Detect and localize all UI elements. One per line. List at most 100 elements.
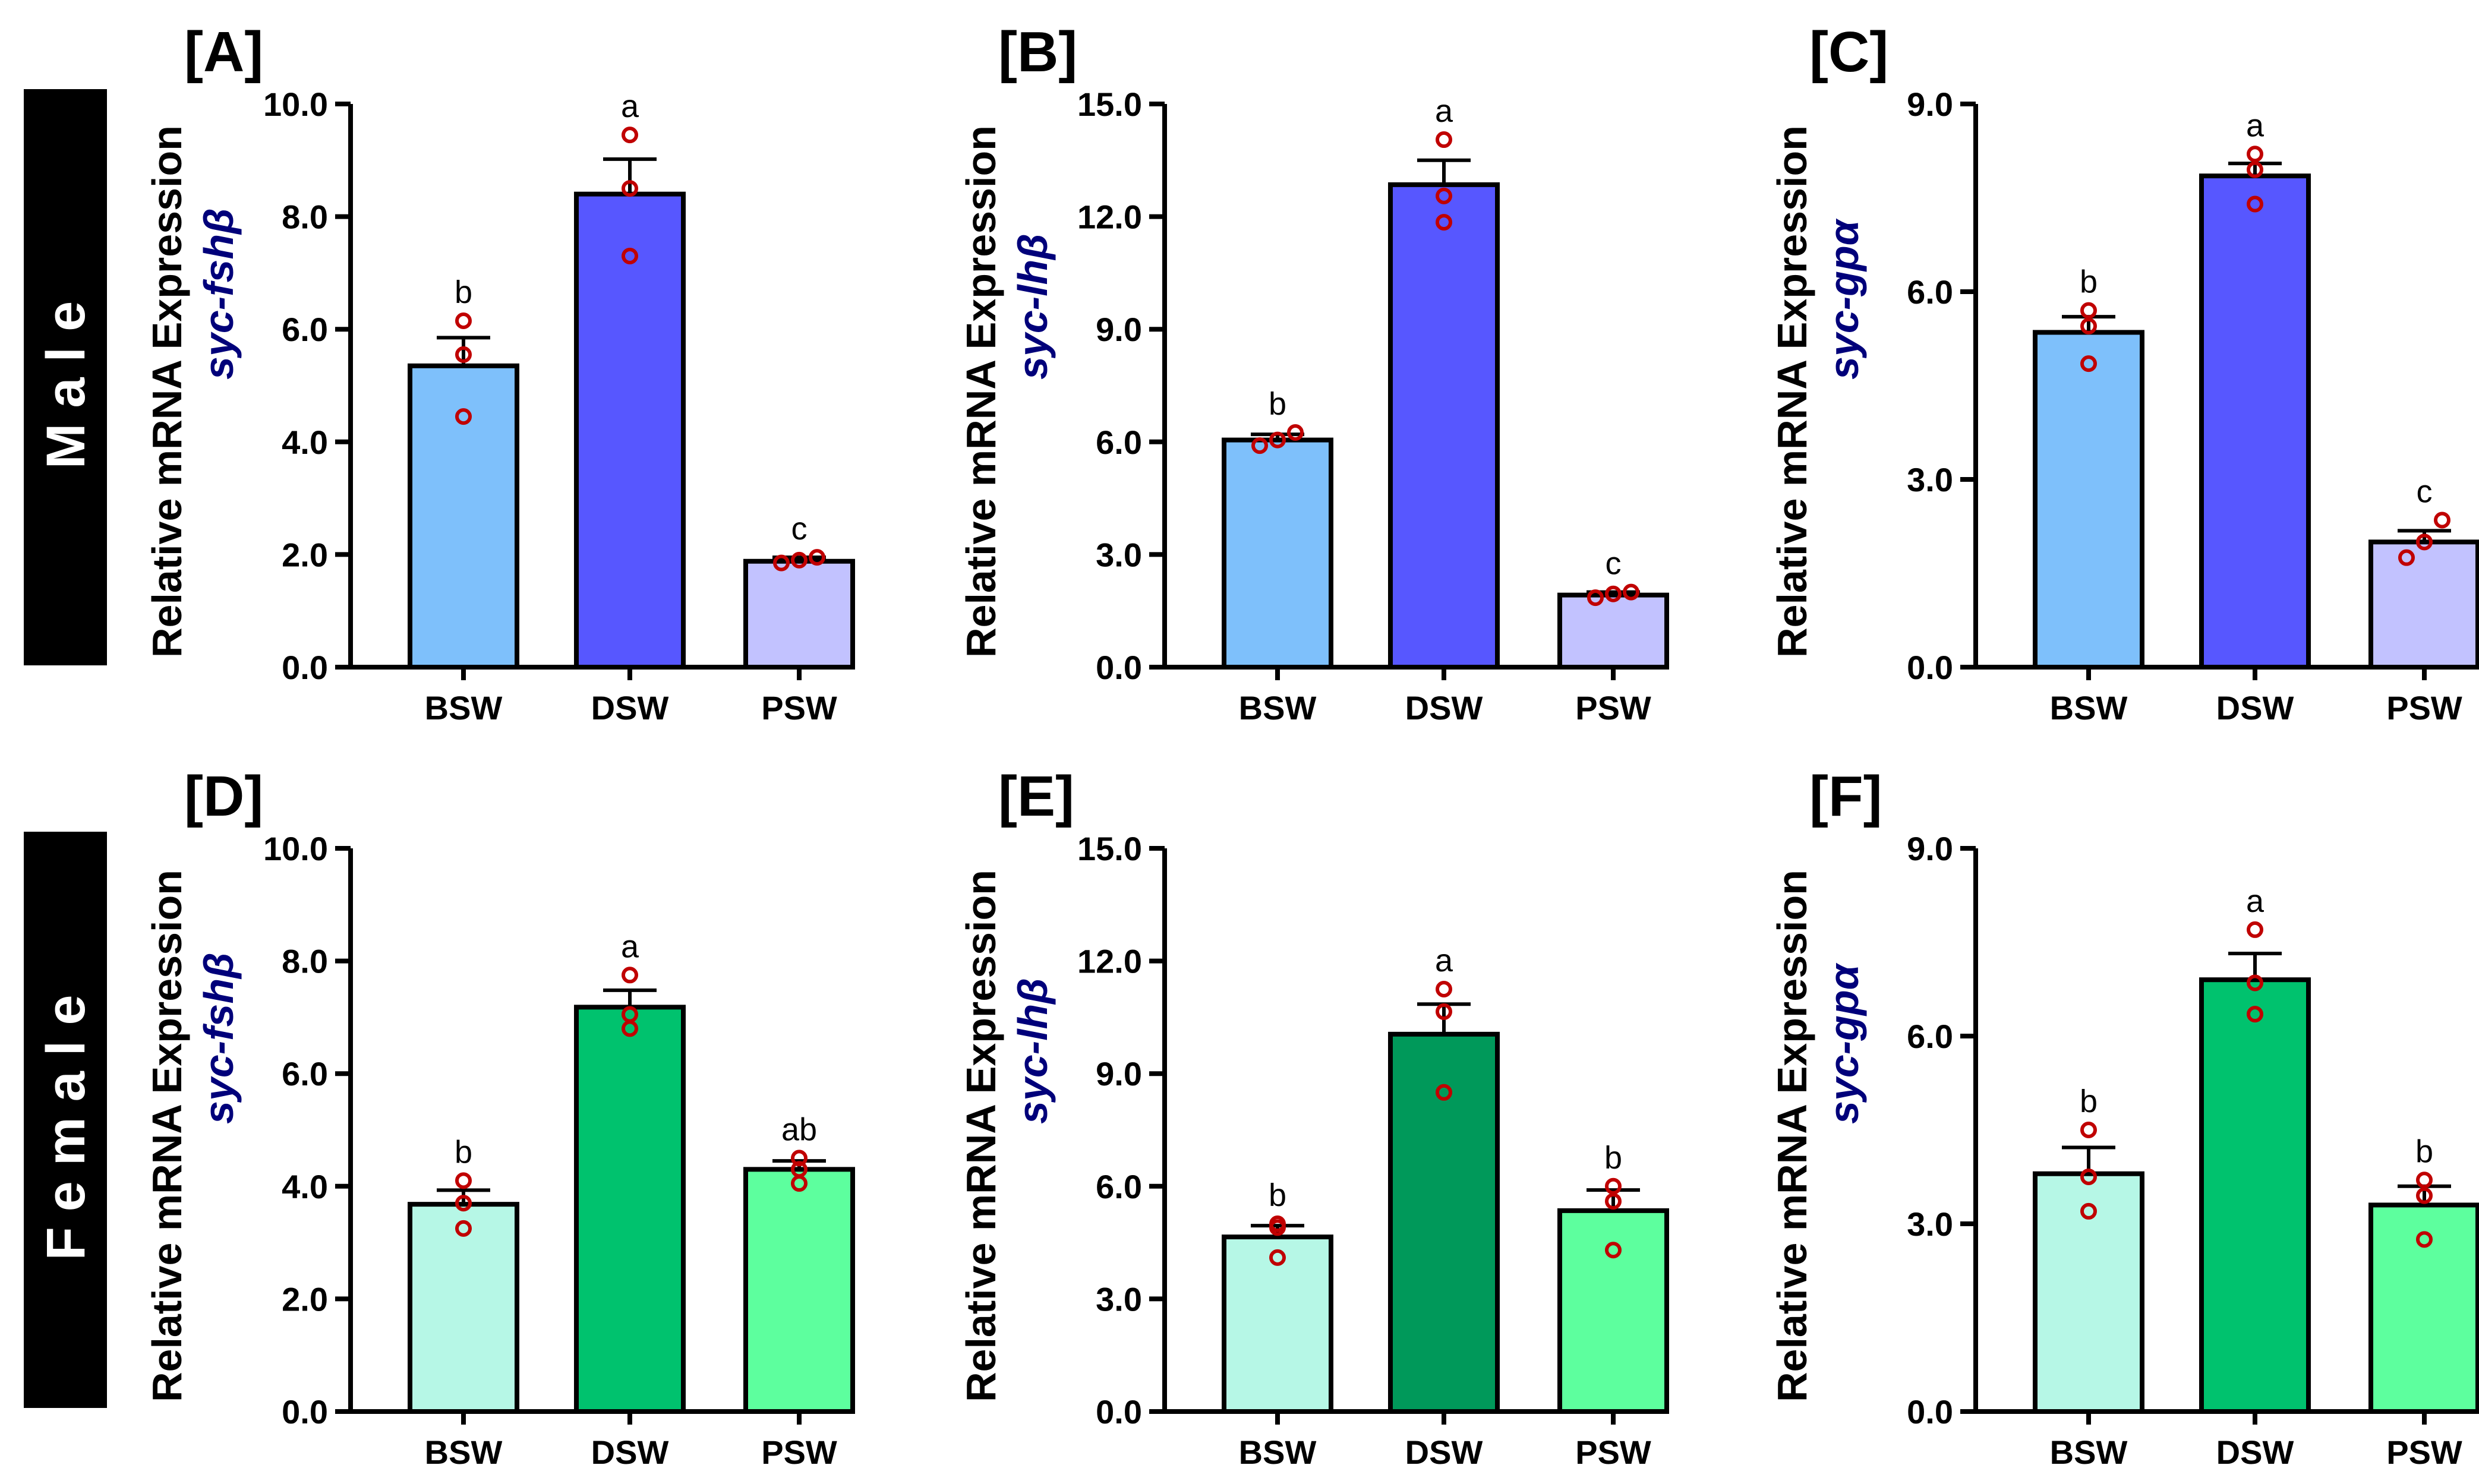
data-point — [1436, 131, 1452, 149]
y-tick-label: 4.0 — [282, 424, 328, 461]
y-axis-gene-label: syc-lhβ — [1010, 978, 1056, 1124]
significance-label: b — [455, 1134, 472, 1170]
data-point — [2247, 195, 2263, 213]
y-tick-label: 0.0 — [282, 649, 328, 686]
significance-label: a — [2246, 883, 2264, 919]
significance-label: a — [621, 89, 639, 124]
x-tick-label: BSW — [2050, 1434, 2128, 1471]
data-point — [2247, 146, 2263, 163]
data-point — [1605, 585, 1622, 602]
bar-dsw — [2199, 173, 2311, 670]
significance-label: b — [2080, 264, 2098, 300]
y-tick-label: 6.0 — [282, 311, 328, 348]
y-tick-label: 0.0 — [1096, 649, 1142, 686]
row-label-female: Female — [24, 832, 107, 1408]
y-tick-label: 15.0 — [1077, 86, 1142, 123]
y-axis-label: Relative mRNA Expression — [958, 870, 1004, 1402]
data-point — [1436, 981, 1452, 997]
data-point — [1623, 583, 1639, 601]
significance-label: c — [791, 511, 808, 547]
significance-label: b — [455, 274, 472, 310]
y-axis-gene-label: syc-gpα — [1821, 962, 1867, 1124]
data-point — [622, 180, 638, 197]
x-tick-label: PSW — [2386, 689, 2462, 727]
y-axis-label: Relative mRNA Expression — [1769, 125, 1815, 658]
y-tick-label: 3.0 — [1096, 1280, 1142, 1318]
bar-dsw — [2199, 977, 2311, 1414]
significance-label: b — [1269, 386, 1286, 422]
data-point — [2080, 302, 2097, 319]
data-point — [622, 127, 638, 144]
panel-5: [E] Relative mRNA Expression syc-lhβ 0.0 3.0… — [958, 765, 1669, 1471]
data-point — [622, 1006, 638, 1023]
data-point — [2247, 974, 2263, 992]
data-point — [2247, 921, 2263, 938]
y-tick-label: 6.0 — [1096, 1168, 1142, 1205]
data-point — [2398, 549, 2415, 566]
y-tick-label: 3.0 — [1907, 461, 1953, 498]
data-point — [791, 1150, 808, 1167]
y-tick-label: 10.0 — [263, 86, 328, 123]
x-tick-label: BSW — [1239, 1434, 1317, 1471]
data-point — [2416, 1172, 2433, 1189]
x-tick-label: DSW — [1405, 689, 1483, 727]
significance-label: a — [1435, 93, 1453, 129]
bar-dsw — [574, 1005, 686, 1414]
data-point — [455, 1220, 472, 1237]
y-tick-label: 3.0 — [1907, 1205, 1953, 1243]
x-tick-label: DSW — [591, 1434, 669, 1471]
bar-bsw — [2033, 1171, 2144, 1414]
y-tick-label: 0.0 — [1907, 649, 1953, 686]
x-tick-label: PSW — [761, 689, 837, 727]
significance-label: b — [2415, 1133, 2433, 1169]
y-tick-label: 8.0 — [282, 943, 328, 980]
y-tick-label: 9.0 — [1907, 830, 1953, 867]
y-axis-label: Relative mRNA Expression — [958, 125, 1004, 658]
y-tick-label: 6.0 — [1907, 1018, 1953, 1055]
data-point — [1436, 187, 1452, 204]
data-point — [1605, 1242, 1622, 1259]
y-tick-label: 0.0 — [282, 1393, 328, 1431]
data-point — [1269, 1215, 1286, 1232]
y-tick-label: 2.0 — [282, 1280, 328, 1318]
bar-psw — [1557, 592, 1669, 670]
data-point — [2247, 1006, 2263, 1023]
y-tick-label: 6.0 — [1096, 424, 1142, 461]
y-axis-gene-label: syc-lhβ — [1010, 233, 1056, 380]
bar-dsw — [574, 191, 686, 670]
y-axis-label: Relative mRNA Expression — [144, 125, 190, 658]
y-axis-gene-label: syc-gpα — [1821, 218, 1867, 380]
data-point — [2416, 533, 2433, 551]
data-point — [1436, 214, 1452, 231]
y-tick-label: 15.0 — [1077, 830, 1142, 867]
bar-psw — [743, 558, 855, 670]
y-tick-label: 0.0 — [1096, 1393, 1142, 1431]
bar-dsw — [1388, 1031, 1500, 1414]
data-point — [455, 1172, 472, 1189]
data-point — [1605, 1193, 1622, 1210]
panel-letter: [A] — [184, 20, 263, 84]
y-tick-label: 2.0 — [282, 536, 328, 573]
y-axis-gene-label: syc-fshβ — [195, 952, 242, 1124]
data-point — [2247, 161, 2263, 178]
x-tick-label: PSW — [1575, 1434, 1651, 1471]
data-point — [1605, 1177, 1622, 1195]
panel-4: [D] Relative mRNA Expression syc-fshβ 0.0 2.… — [144, 765, 855, 1471]
panels-container: [A] Relative mRNA Expression syc-fshβ 0.0 2.… — [144, 20, 2479, 1471]
data-point — [1587, 589, 1604, 607]
significance-label: a — [621, 929, 639, 964]
x-tick-label: DSW — [591, 689, 669, 727]
data-point — [455, 346, 472, 363]
bar-psw — [743, 1167, 855, 1414]
data-point — [1269, 1249, 1286, 1266]
y-tick-label: 9.0 — [1096, 1055, 1142, 1093]
data-point — [2080, 317, 2097, 334]
y-tick-label: 9.0 — [1907, 86, 1953, 123]
bar-bsw — [1222, 1234, 1333, 1414]
y-tick-label: 10.0 — [263, 830, 328, 867]
row-label-male: Male — [24, 89, 107, 665]
y-tick-label: 6.0 — [282, 1055, 328, 1093]
data-point — [1436, 1084, 1452, 1101]
bar-psw — [1557, 1208, 1669, 1414]
